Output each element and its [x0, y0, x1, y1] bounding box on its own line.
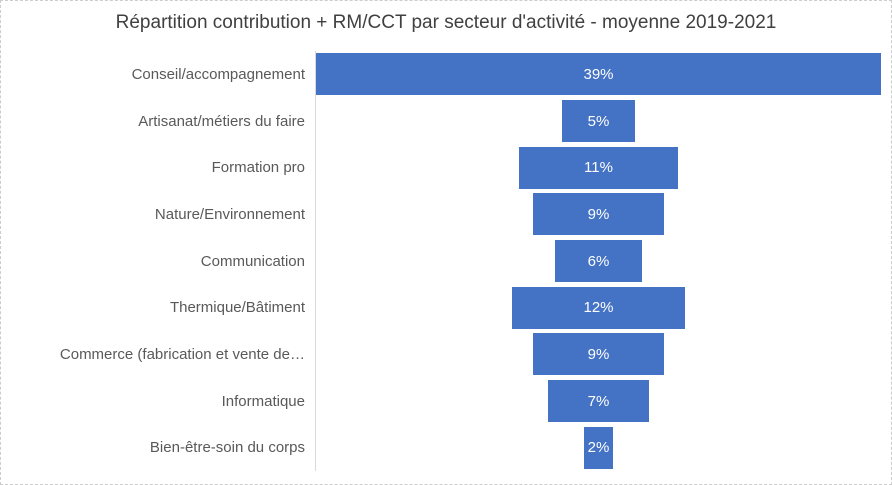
funnel-bar: 12%: [511, 286, 686, 329]
data-label: 9%: [587, 205, 610, 223]
category-label: Nature/Environnement: [154, 205, 305, 223]
category-label: Communication: [200, 252, 305, 270]
funnel-bar: 11%: [518, 146, 679, 189]
funnel-bar: 9%: [533, 333, 664, 376]
data-label: 12%: [583, 299, 614, 317]
category-label: Commerce (fabrication et vente de…: [59, 345, 305, 363]
chart-title: Répartition contribution + RM/CCT par se…: [115, 12, 777, 33]
funnel-bar: 5%: [562, 100, 635, 142]
bar-area: 11%: [315, 144, 881, 192]
funnel-row: Nature/Environnement 9%: [1, 191, 881, 238]
bar-area: 2%: [315, 424, 881, 472]
category-label: Informatique: [221, 392, 305, 410]
funnel-row: Formation pro 11%: [1, 144, 881, 192]
data-label: 5%: [587, 112, 610, 130]
bar-area: 39%: [315, 51, 881, 98]
data-label: 2%: [587, 439, 610, 457]
bar-area: 5%: [315, 97, 881, 145]
bar-area: 12%: [315, 284, 881, 332]
category-label: Formation pro: [211, 159, 305, 177]
data-label: 39%: [583, 65, 614, 83]
funnel-row: Conseil/accompagnement 39%: [1, 51, 881, 98]
bar-area: 7%: [315, 377, 881, 425]
funnel-row: Informatique 7%: [1, 377, 881, 425]
funnel-row: Bien-être-soin du corps 2%: [1, 424, 881, 472]
funnel-bar: 6%: [555, 240, 642, 283]
category-label: Thermique/Bâtiment: [169, 299, 305, 317]
funnel-row: Communication 6%: [1, 237, 881, 285]
funnel-bar: 39%: [316, 53, 881, 96]
bar-area: 6%: [315, 237, 881, 285]
bar-area: 9%: [315, 191, 881, 238]
bar-area: 9%: [315, 331, 881, 378]
funnel-bar: 2%: [584, 426, 613, 469]
funnel-bar: 9%: [533, 193, 664, 236]
data-label: 9%: [587, 345, 610, 363]
data-label: 6%: [587, 252, 610, 270]
category-label: Artisanat/métiers du faire: [138, 112, 305, 130]
funnel-row: Commerce (fabrication et vente de… 9%: [1, 331, 881, 378]
funnel-bar: 7%: [547, 380, 650, 423]
data-label: 11%: [584, 159, 613, 177]
data-label: 7%: [587, 392, 610, 410]
category-label: Conseil/accompagnement: [131, 65, 305, 83]
category-label: Bien-être-soin du corps: [149, 439, 305, 457]
funnel-row: Thermique/Bâtiment 12%: [1, 284, 881, 332]
plot-area: Conseil/accompagnement 39% Artisanat/métie…: [1, 51, 881, 472]
funnel-row: Artisanat/métiers du faire 5%: [1, 97, 881, 145]
